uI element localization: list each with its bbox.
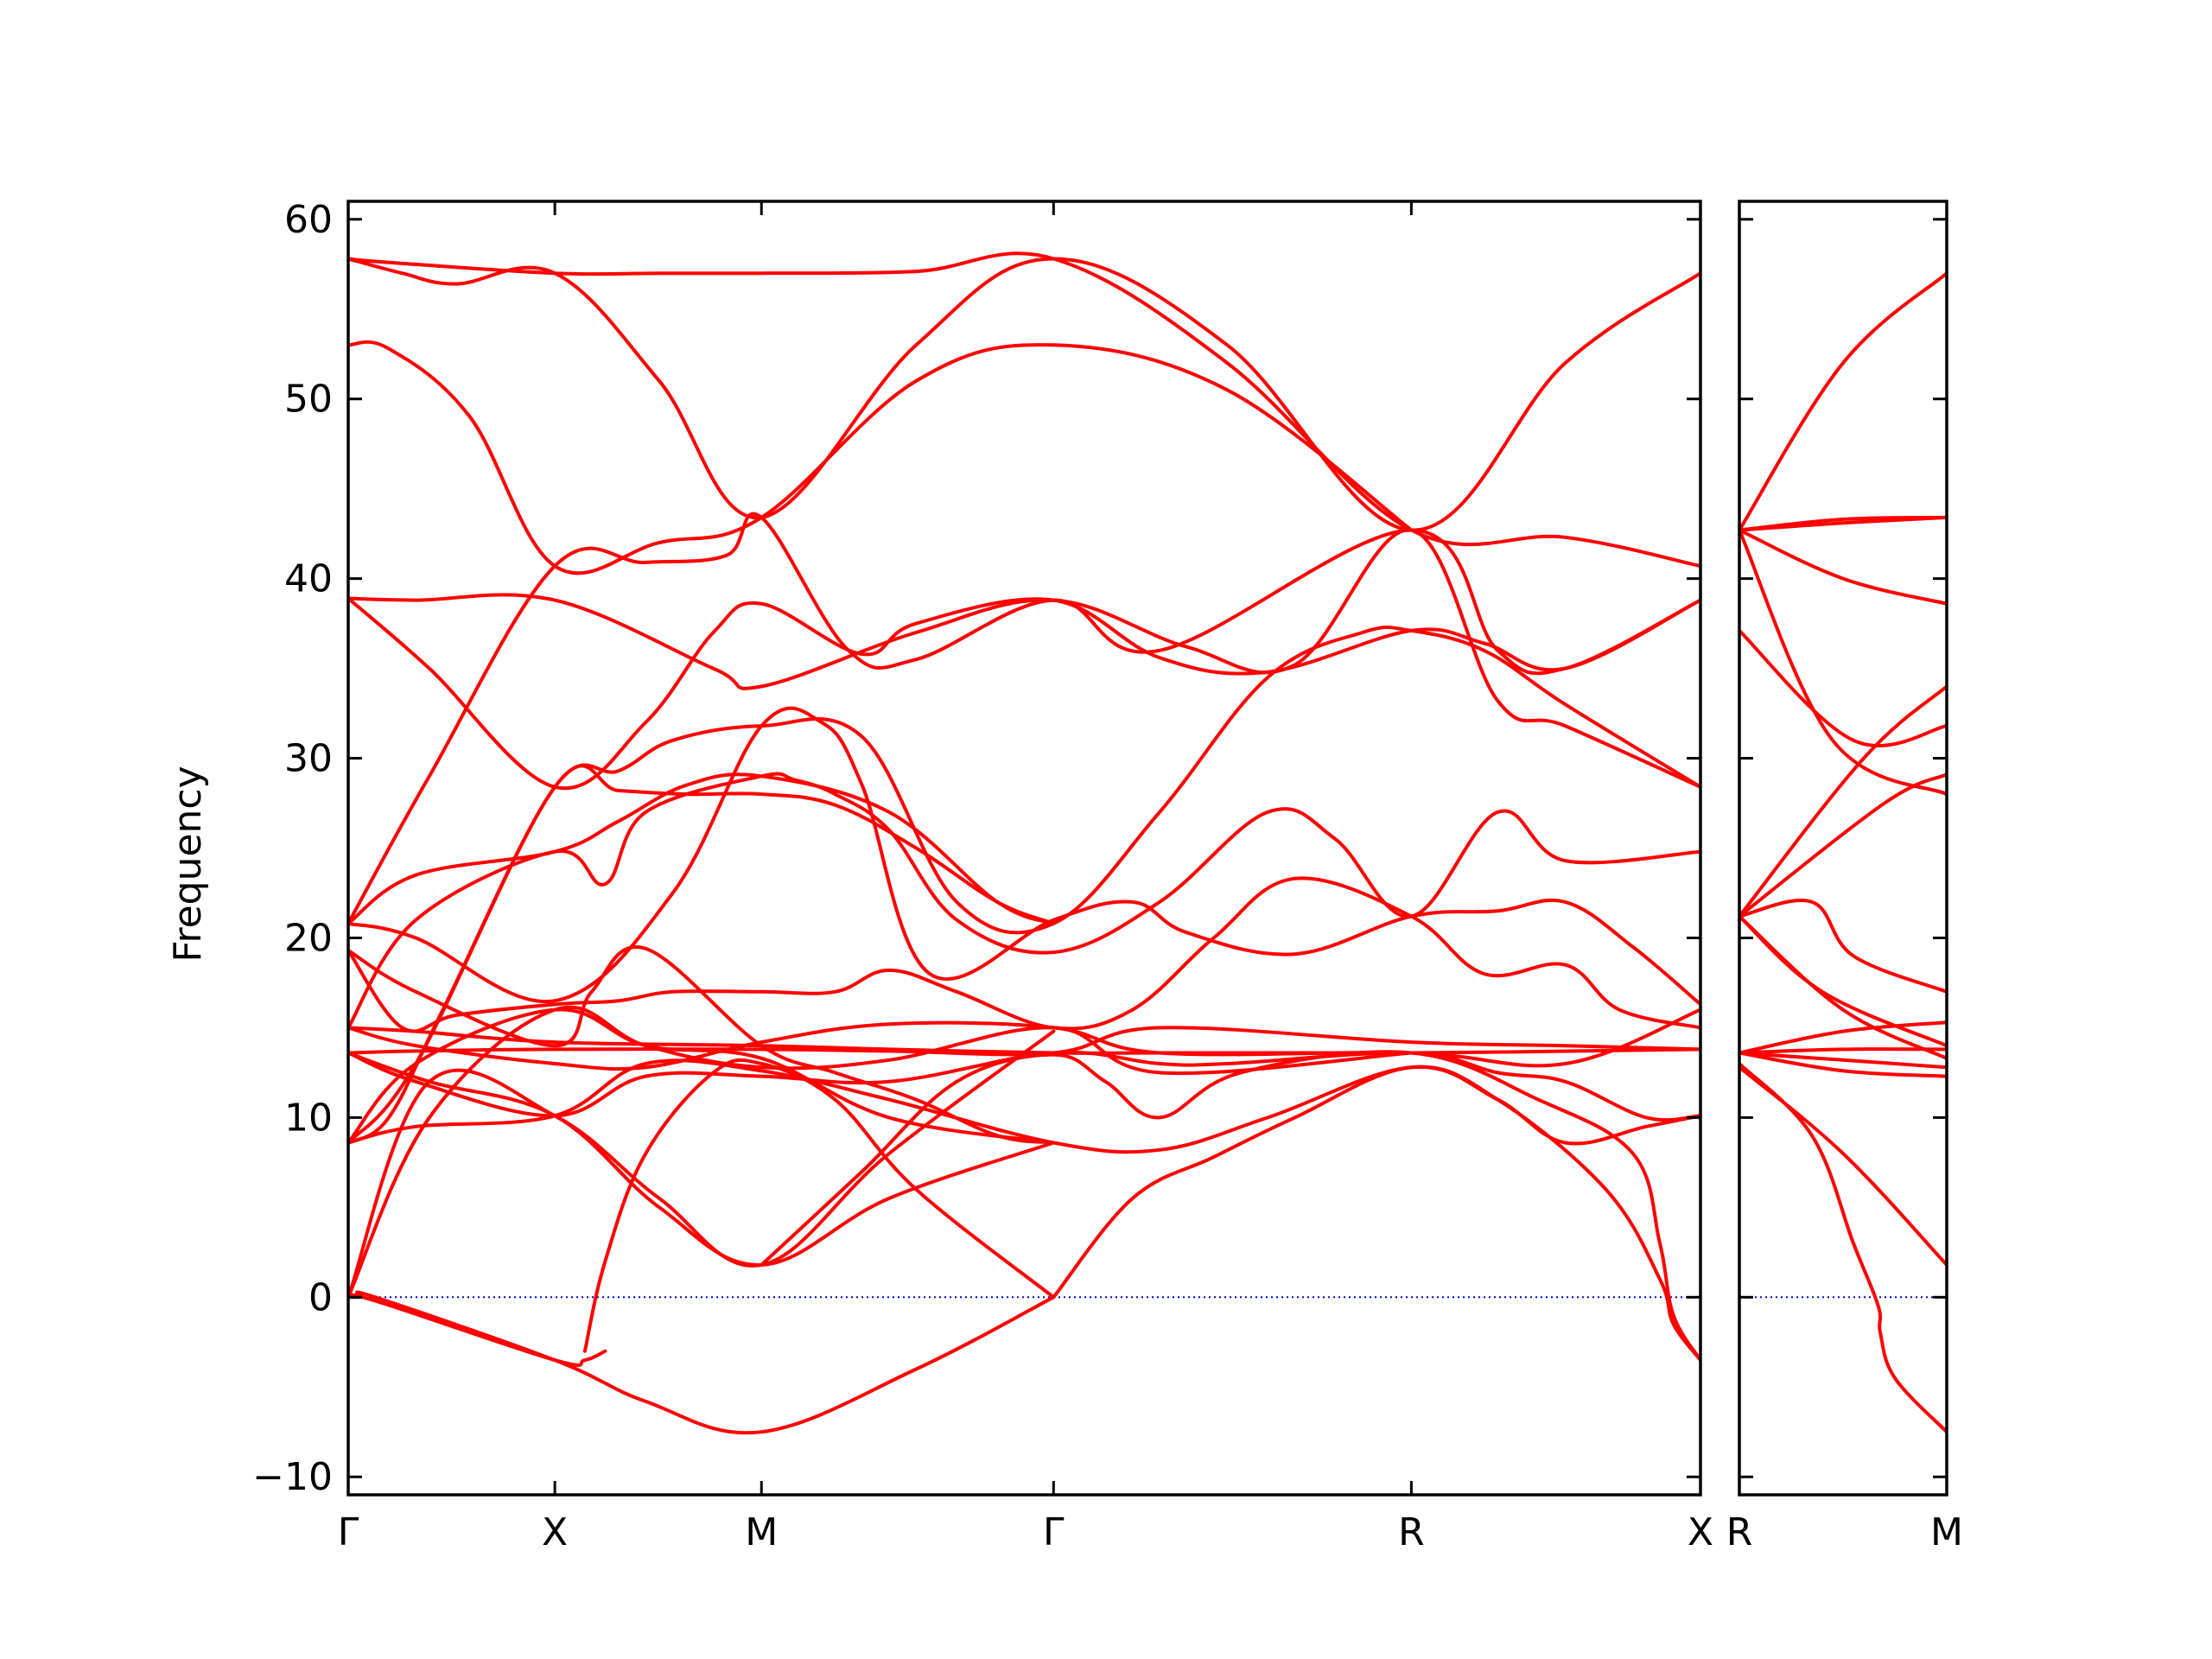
x-tick-label-X: X [542, 1510, 568, 1554]
band-lines [1739, 271, 1947, 1434]
y-tick-label: 50 [284, 378, 333, 422]
y-tick-label: 20 [284, 916, 333, 960]
phonon-band-1-10 [1739, 914, 1947, 1060]
x-tick-label-M: M [1930, 1510, 1963, 1554]
phonon-band-0-8 [348, 772, 1056, 925]
plot-frame [1738, 200, 1948, 1497]
phonon-band-0-22 [582, 1058, 1056, 1353]
phonon-band-1-2 [1739, 515, 1947, 532]
y-tick-label: 0 [308, 1275, 333, 1319]
phonon-band-0-21 [348, 1029, 1056, 1300]
phonon-band-0-23 [760, 1050, 1700, 1363]
phonon-band-0-16 [348, 1050, 1700, 1122]
phonon-band-1-7 [1739, 772, 1947, 918]
phonon-band-0-5 [348, 596, 1700, 791]
phonon-band-1-8 [1739, 899, 1947, 994]
phonon-band-1-13 [1739, 1051, 1947, 1070]
panel-gamma-x-m-gamma-r-x: −10 0 10 20 30 40 50 60 Γ X M Γ R X [252, 198, 1713, 1554]
phonon-band-1-6 [1739, 684, 1947, 918]
phonon-band-0-9 [348, 772, 1700, 1030]
phonon-band-0-11 [348, 876, 1700, 1033]
phonon-band-0-15 [348, 1007, 1700, 1071]
y-tick-label: 10 [284, 1096, 333, 1140]
phonon-band-1-3 [1739, 528, 1947, 606]
y-tick-label: −10 [252, 1455, 333, 1499]
phonon-band-1-15 [1739, 1065, 1947, 1267]
y-tick-label: 30 [284, 737, 333, 781]
y-tick-label: 60 [284, 198, 333, 242]
phonon-band-0-19 [348, 1007, 1056, 1145]
phonon-band-0-3 [348, 512, 1700, 925]
phonon-band-1-4 [1739, 528, 1947, 797]
x-tick-label-R: R [1726, 1510, 1753, 1554]
y-tick-label: 40 [284, 557, 333, 601]
phonon-band-1-12 [1739, 1047, 1947, 1055]
phonon-band-0-2 [348, 340, 1414, 575]
band-lines [348, 251, 1700, 1435]
plot-frame [346, 200, 1702, 1497]
phonon-band-0-6 [348, 625, 1700, 1145]
y-axis-title: Frequency [166, 766, 210, 962]
x-tick-label-X: X [1688, 1510, 1713, 1554]
phonon-band-1-16 [1739, 1062, 1947, 1434]
phonon-band-0-1 [348, 257, 1700, 532]
phonon-band-0-14 [348, 1026, 1700, 1057]
phonon-band-0-0 [348, 251, 1700, 569]
phonon-band-1-5 [1739, 628, 1947, 747]
phonon-band-1-0 [1739, 271, 1947, 532]
x-tick-label-M: M [745, 1510, 778, 1554]
phonon-band-0-10 [348, 706, 1700, 1007]
phonon-band-1-11 [1739, 1020, 1947, 1055]
phonon-band-0-4 [348, 528, 1700, 789]
x-tick-label-R: R [1398, 1510, 1425, 1554]
phonon-band-1-14 [1739, 1051, 1947, 1078]
phonon-band-0-24 [1052, 1065, 1700, 1363]
phonon-band-0-20 [348, 1051, 1056, 1267]
x-tick-label-Γ: Γ [1043, 1510, 1065, 1554]
phonon-band-0-26 [348, 1290, 1056, 1435]
x-tick-label-Γ: Γ [338, 1510, 359, 1554]
